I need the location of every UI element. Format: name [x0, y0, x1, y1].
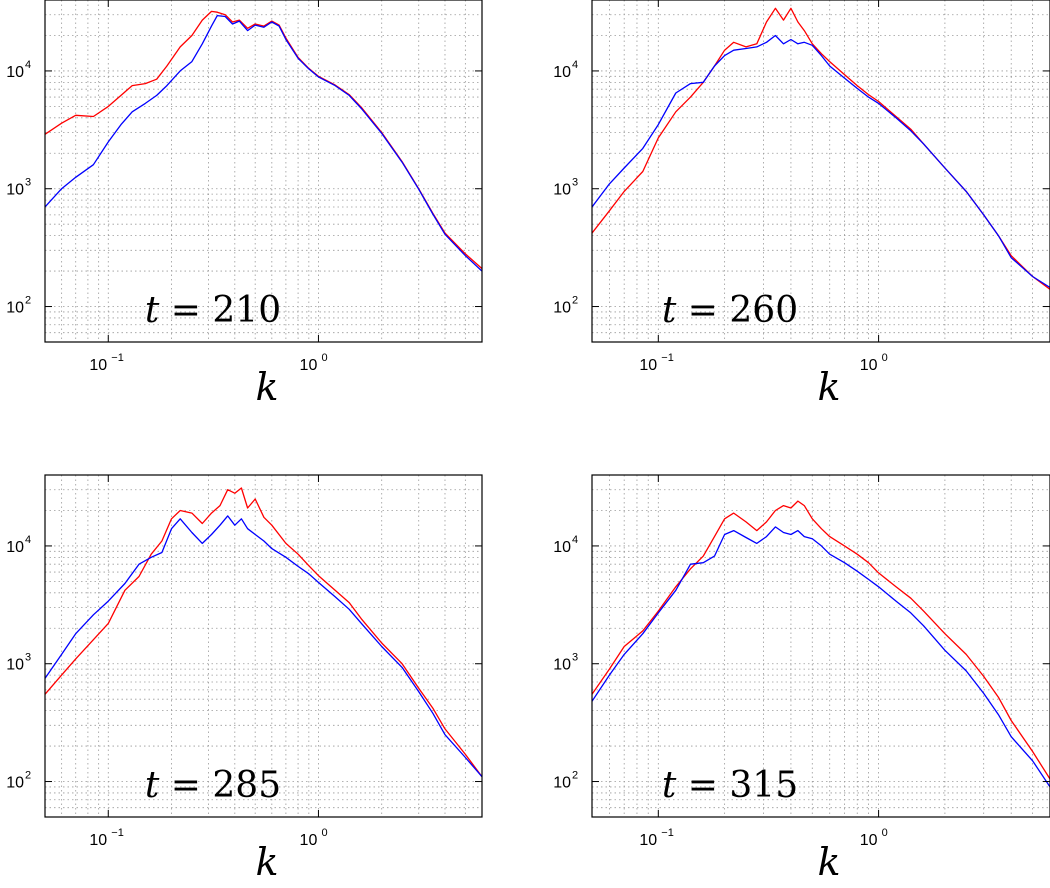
y-tick-exponent: 3 — [25, 652, 31, 664]
annotation-variable: t — [662, 765, 677, 806]
y-tick-label: 10 — [6, 539, 24, 556]
x-tick-exponent: 0 — [882, 352, 888, 364]
x-tick-exponent: −1 — [111, 352, 124, 364]
x-axis-label: k — [255, 365, 278, 409]
subplot-2: 10 −1 10 010 210 310 4kt = 260 — [553, 0, 1050, 409]
y-tick-label: 10 — [553, 539, 571, 556]
grid — [591, 0, 1050, 343]
y-tick-exponent: 4 — [25, 534, 31, 546]
x-axis-label: k — [817, 840, 840, 884]
time-annotation: t = 260 — [662, 290, 798, 331]
y-tick-label: 10 — [6, 64, 24, 81]
y-tick-label: 10 — [553, 64, 571, 81]
subplot-3: 10 −1 10 010 210 310 4kt = 285 — [6, 474, 483, 884]
annotation-variable: t — [145, 765, 160, 806]
y-tick-label: 10 — [553, 182, 571, 199]
blue-series-line — [592, 34, 1050, 289]
subplot-1: 10 −1 10 010 210 310 4kt = 210 — [6, 0, 483, 409]
annotation-value: 315 — [729, 765, 798, 806]
y-tick-label: 10 — [6, 182, 24, 199]
ticks: 10 −1 10 010 210 310 4 — [6, 0, 482, 374]
grid — [591, 474, 1050, 818]
y-tick-label: 10 — [553, 300, 571, 317]
annotation-operator: = — [159, 765, 212, 806]
ticks: 10 −1 10 010 210 310 4 — [6, 475, 482, 849]
red-series-line — [592, 7, 1050, 290]
x-tick-exponent: −1 — [661, 352, 674, 364]
red-series-line — [45, 10, 482, 270]
y-tick-exponent: 2 — [572, 295, 578, 307]
annotation-variable: t — [145, 290, 160, 331]
x-tick-exponent: 0 — [882, 827, 888, 839]
y-tick-exponent: 4 — [572, 59, 578, 71]
y-tick-exponent: 2 — [25, 295, 31, 307]
y-tick-label: 10 — [6, 300, 24, 317]
x-tick-label: 10 — [89, 357, 107, 374]
y-tick-exponent: 2 — [572, 770, 578, 782]
y-tick-label: 10 — [553, 775, 571, 792]
annotation-operator: = — [676, 290, 729, 331]
time-annotation: t = 210 — [145, 290, 281, 331]
x-tick-label: 10 — [300, 357, 318, 374]
ticks: 10 −1 10 010 210 310 4 — [553, 0, 1050, 374]
x-tick-label: 10 — [639, 357, 657, 374]
y-tick-exponent: 4 — [25, 59, 31, 71]
x-tick-label: 10 — [300, 832, 318, 849]
ticks: 10 −1 10 010 210 310 4 — [553, 475, 1050, 849]
annotation-operator: = — [676, 765, 729, 806]
x-tick-exponent: 0 — [321, 827, 327, 839]
y-tick-exponent: 2 — [25, 770, 31, 782]
axes-box — [44, 474, 483, 818]
annotation-variable: t — [662, 290, 677, 331]
axes-box — [591, 474, 1050, 818]
x-axis-label: k — [255, 840, 278, 884]
red-series-line — [592, 500, 1050, 780]
y-tick-label: 10 — [553, 657, 571, 674]
time-annotation: t = 315 — [662, 765, 798, 806]
x-tick-label: 10 — [639, 832, 657, 849]
y-tick-exponent: 3 — [572, 177, 578, 189]
red-series-line — [45, 487, 482, 778]
annotation-operator: = — [159, 290, 212, 331]
y-tick-label: 10 — [6, 775, 24, 792]
axes-box — [44, 0, 483, 343]
y-tick-exponent: 4 — [572, 534, 578, 546]
axes-box — [591, 0, 1050, 343]
x-axis-label: k — [817, 365, 840, 409]
y-tick-exponent: 3 — [572, 652, 578, 664]
annotation-value: 210 — [212, 290, 281, 331]
x-tick-label: 10 — [860, 357, 878, 374]
annotation-value: 285 — [212, 765, 281, 806]
time-annotation: t = 285 — [145, 765, 281, 806]
x-tick-exponent: −1 — [661, 827, 674, 839]
y-tick-label: 10 — [6, 657, 24, 674]
subplot-4: 10 −1 10 010 210 310 4kt = 315 — [553, 474, 1050, 884]
x-tick-exponent: −1 — [111, 827, 124, 839]
annotation-value: 260 — [729, 290, 798, 331]
x-tick-label: 10 — [860, 832, 878, 849]
blue-series-line — [45, 14, 482, 272]
y-tick-exponent: 3 — [25, 177, 31, 189]
blue-series-line — [592, 526, 1050, 788]
blue-series-line — [45, 515, 482, 778]
x-tick-label: 10 — [89, 832, 107, 849]
x-tick-exponent: 0 — [321, 352, 327, 364]
